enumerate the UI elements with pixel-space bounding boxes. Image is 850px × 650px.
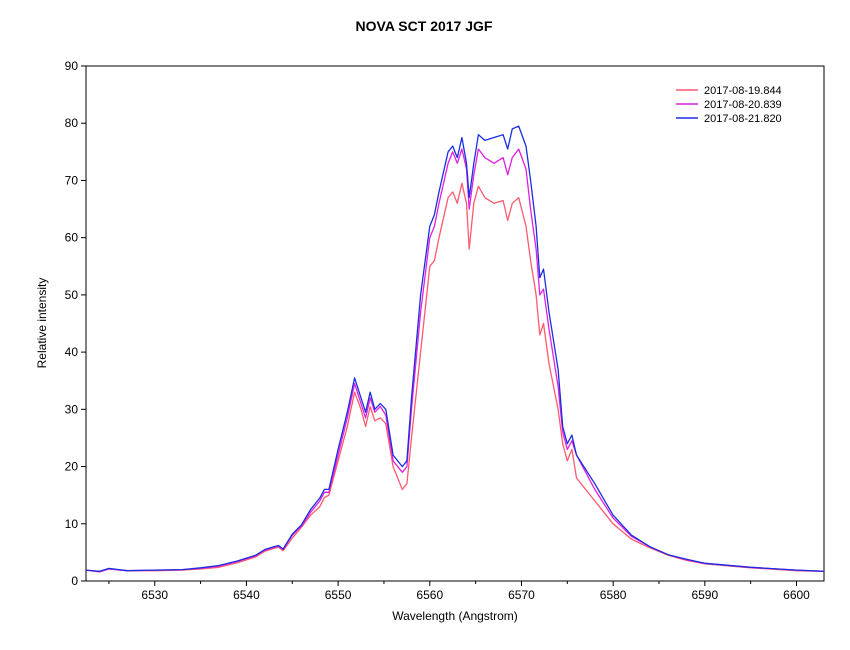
y-tick-label: 10: [65, 517, 79, 531]
legend-entry: 2017-08-19.844: [704, 85, 782, 97]
x-tick-label: 6530: [141, 588, 168, 602]
y-axis: 0 10 20 30 40 50 60 70 80 90: [65, 59, 86, 588]
x-axis: 6530 6540 6550 6560 6570 6580 6590 6600: [108, 581, 810, 602]
y-tick-label: 20: [65, 460, 79, 474]
y-tick-label: 50: [65, 288, 79, 302]
y-tick-label: 0: [71, 574, 78, 588]
series-line-2: [85, 148, 825, 573]
plot-area-frame: [85, 65, 825, 582]
x-tick-label: 6540: [233, 588, 260, 602]
y-tick-label: 30: [65, 402, 79, 416]
legend-entry: 2017-08-21.820: [704, 113, 782, 125]
series-layer: [85, 125, 825, 573]
x-tick-label: 6580: [600, 588, 627, 602]
x-axis-label: Wavelength (Angstrom): [392, 609, 518, 623]
x-tick-label: 6560: [416, 588, 443, 602]
y-tick-label: 60: [65, 231, 79, 245]
x-tick-label: 6550: [325, 588, 352, 602]
y-tick-label: 70: [65, 173, 79, 187]
x-tick-label: 6600: [783, 588, 810, 602]
legend-entry: 2017-08-20.839: [704, 99, 782, 111]
y-axis-label: Relative intensity: [35, 278, 49, 369]
x-tick-label: 6590: [691, 588, 718, 602]
chart-title: NOVA SCT 2017 JGF: [356, 18, 493, 34]
y-tick-label: 90: [65, 59, 79, 73]
x-tick-label: 6570: [508, 588, 535, 602]
y-tick-label: 80: [65, 116, 79, 130]
legend: 2017-08-19.844 2017-08-20.839 2017-08-21.8…: [676, 85, 782, 125]
series-line-3: [85, 125, 825, 572]
series-line-1: [85, 182, 825, 573]
y-tick-label: 40: [65, 345, 79, 359]
